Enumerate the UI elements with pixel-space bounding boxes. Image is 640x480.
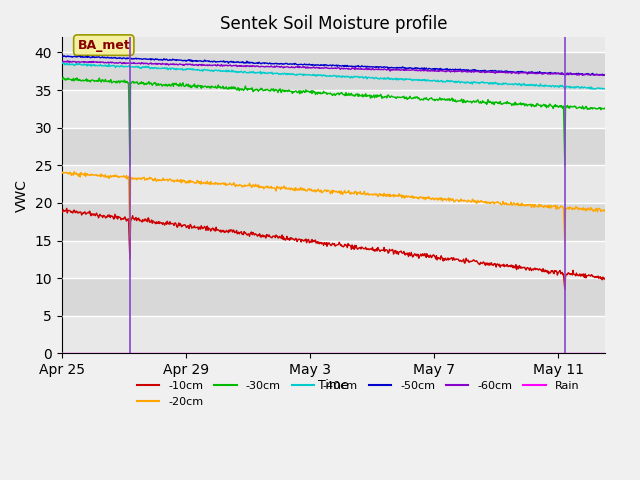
Bar: [62, 52, 605, 90]
Bar: [62, 165, 605, 203]
Text: BA_met: BA_met: [77, 38, 130, 52]
Bar: [62, 90, 605, 128]
X-axis label: Time: Time: [318, 379, 349, 392]
Legend: -10cm, -20cm, -30cm, -40cm, -50cm, -60cm, Rain: -10cm, -20cm, -30cm, -40cm, -50cm, -60cm…: [132, 377, 584, 411]
Bar: [62, 203, 605, 240]
Bar: [62, 128, 605, 165]
Bar: [62, 278, 605, 316]
Bar: [62, 240, 605, 278]
Y-axis label: VWC: VWC: [15, 179, 29, 212]
Bar: [62, 316, 605, 353]
Title: Sentek Soil Moisture profile: Sentek Soil Moisture profile: [220, 15, 447, 33]
